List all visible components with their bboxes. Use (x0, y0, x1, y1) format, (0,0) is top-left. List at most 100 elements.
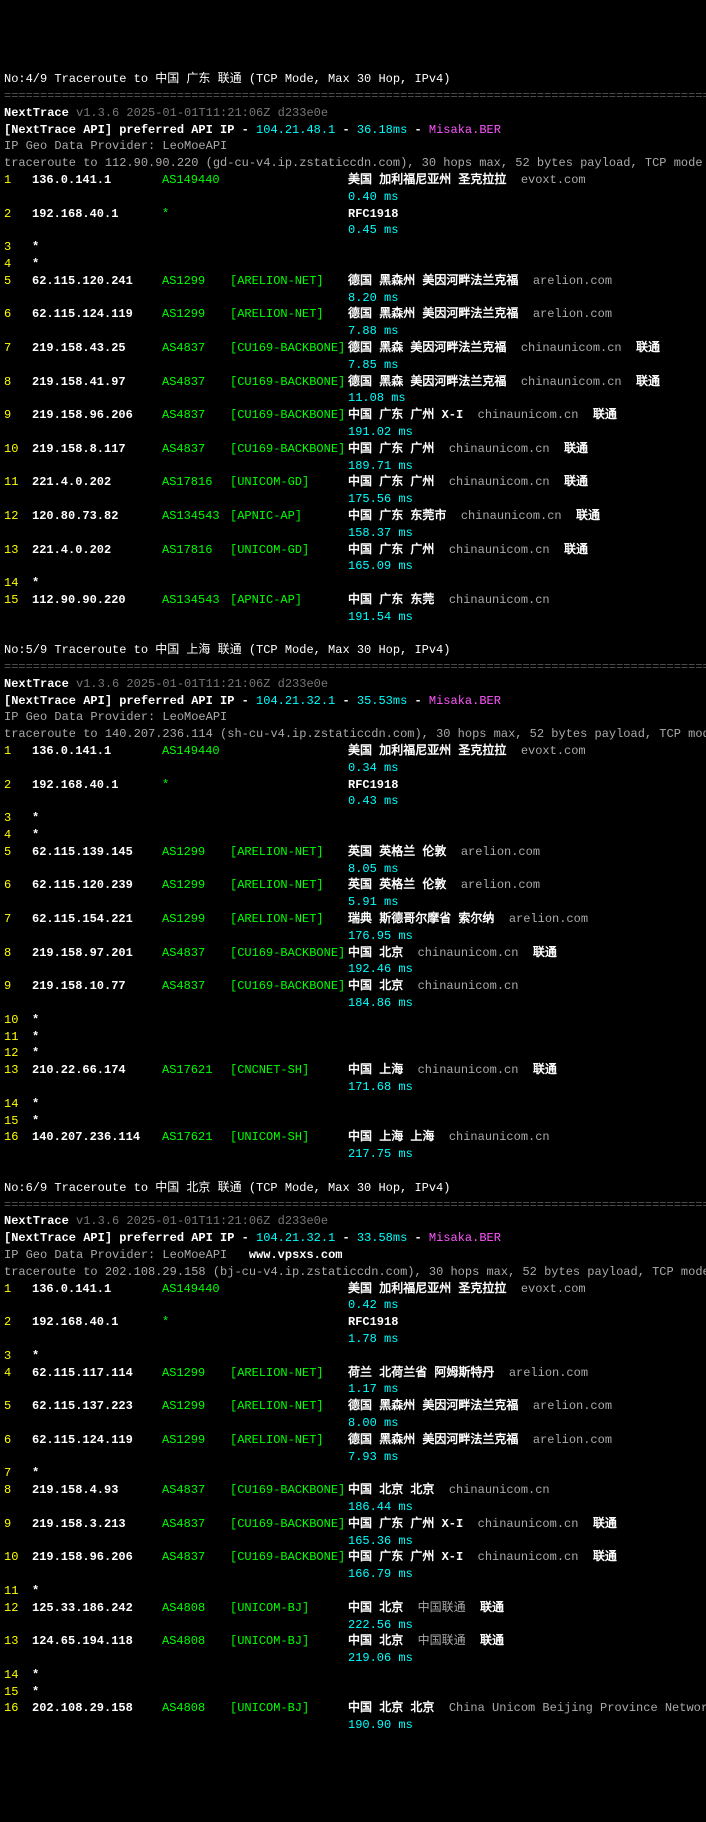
hop-asn: AS4837 (162, 978, 230, 995)
hop-asn: AS149440 (162, 743, 230, 760)
hop-latency: 5.91 ms (348, 894, 702, 911)
hop-timeout: * (32, 828, 39, 842)
hop-number: 11 (4, 1583, 32, 1600)
hop-location: RFC1918 (348, 207, 398, 221)
hop-ip: 221.4.0.202 (32, 542, 162, 559)
hop-asn: AS1299 (162, 911, 230, 928)
hop-number: 7 (4, 340, 32, 357)
hop-asn: * (162, 1314, 230, 1331)
hop-latency: 191.02 ms (348, 424, 702, 441)
api-label: [NextTrace API] preferred API IP - (4, 1231, 249, 1245)
hop-location: 中国 北京 (348, 1634, 403, 1648)
hop-latency: 8.20 ms (348, 290, 702, 307)
hop-domain: evoxt.com (521, 1282, 586, 1296)
hop-row: 662.115.124.119AS1299[ARELION-NET]德国 黑森州… (4, 306, 702, 323)
hop-number: 10 (4, 1549, 32, 1566)
divider: ========================================… (4, 1198, 706, 1212)
geo-provider: IP Geo Data Provider: LeoMoeAPI (4, 139, 227, 153)
hop-ip: 192.168.40.1 (32, 206, 162, 223)
hop-latency: 7.85 ms (348, 357, 702, 374)
hop-asn: AS4837 (162, 1482, 230, 1499)
hop-domain: 中国联通 (418, 1601, 466, 1615)
hop-number: 4 (4, 1365, 32, 1382)
hop-number: 2 (4, 206, 32, 223)
hop-number: 12 (4, 1600, 32, 1617)
api-latency: 35.53ms (357, 694, 407, 708)
hop-network: [ARELION-NET] (230, 306, 348, 323)
hop-ip: 219.158.96.206 (32, 1549, 162, 1566)
hop-location: 中国 上海 (348, 1063, 403, 1077)
hop-location: 德国 黑森州 美因河畔法兰克福 (348, 1433, 518, 1447)
hop-number: 14 (4, 1096, 32, 1113)
hop-location: 德国 黑森州 美因河畔法兰克福 (348, 307, 518, 321)
hop-timeout: * (32, 240, 39, 254)
hop-domain: chinaunicom.cn (418, 979, 519, 993)
hop-row: 11* (4, 1583, 702, 1600)
hop-asn: AS4837 (162, 340, 230, 357)
hop-latency: 0.43 ms (348, 793, 702, 810)
hop-timeout: * (32, 1668, 39, 1682)
hop-latency: 0.45 ms (348, 222, 702, 239)
nexttrace-label: NextTrace (4, 677, 69, 691)
hop-ip: 136.0.141.1 (32, 172, 162, 189)
hop-row: 12* (4, 1045, 702, 1062)
hop-network: [CU169-BACKBONE] (230, 441, 348, 458)
hop-domain: chinaunicom.cn (478, 1517, 579, 1531)
hop-number: 7 (4, 1465, 32, 1482)
hop-row: 16140.207.236.114AS17621[UNICOM-SH]中国 上海… (4, 1129, 702, 1146)
hop-timeout: * (32, 1046, 39, 1060)
traceroute-header: traceroute to 140.207.236.114 (sh-cu-v4.… (4, 727, 706, 741)
api-node: Misaka.BER (429, 694, 501, 708)
hop-isp: 联通 (593, 1550, 617, 1564)
hop-location: 中国 北京 北京 (348, 1701, 434, 1715)
trace-title: No:5/9 Traceroute to 中国 上海 联通 (TCP Mode,… (4, 643, 450, 657)
hop-row: 7* (4, 1465, 702, 1482)
hop-asn: AS149440 (162, 172, 230, 189)
hop-ip: 219.158.97.201 (32, 945, 162, 962)
hop-domain: chinaunicom.cn (478, 1550, 579, 1564)
hop-number: 13 (4, 542, 32, 559)
hop-timeout: * (32, 1349, 39, 1363)
hop-row: 15* (4, 1113, 702, 1130)
hop-latency: 171.68 ms (348, 1079, 702, 1096)
hop-latency: 217.75 ms (348, 1146, 702, 1163)
nexttrace-label: NextTrace (4, 1214, 69, 1228)
hop-row: 11* (4, 1029, 702, 1046)
hop-number: 3 (4, 1348, 32, 1365)
api-label: [NextTrace API] preferred API IP - (4, 694, 249, 708)
hop-network: [UNICOM-BJ] (230, 1633, 348, 1650)
hop-network: [APNIC-AP] (230, 592, 348, 609)
hop-number: 1 (4, 172, 32, 189)
hop-row: 16202.108.29.158AS4808[UNICOM-BJ]中国 北京 北… (4, 1700, 702, 1717)
hop-domain: chinaunicom.cn (461, 509, 562, 523)
hop-number: 15 (4, 1113, 32, 1130)
hop-latency: 1.17 ms (348, 1381, 702, 1398)
hop-asn: * (162, 777, 230, 794)
hop-asn: AS4808 (162, 1700, 230, 1717)
hop-isp: 联通 (636, 375, 660, 389)
hop-number: 5 (4, 273, 32, 290)
hop-asn: AS1299 (162, 1365, 230, 1382)
hop-domain: arelion.com (461, 845, 540, 859)
hop-network: [UNICOM-GD] (230, 542, 348, 559)
hop-latency: 166.79 ms (348, 1566, 702, 1583)
hop-number: 15 (4, 1684, 32, 1701)
hop-row: 14* (4, 1667, 702, 1684)
hop-number: 13 (4, 1633, 32, 1650)
hop-asn: AS17816 (162, 474, 230, 491)
hop-network: [UNICOM-SH] (230, 1129, 348, 1146)
hop-ip: 202.108.29.158 (32, 1700, 162, 1717)
hop-row: 562.115.139.145AS1299[ARELION-NET]英国 英格兰… (4, 844, 702, 861)
hop-isp: 联通 (564, 543, 588, 557)
hop-location: 德国 黑森 美因河畔法兰克福 (348, 341, 506, 355)
hop-ip: 136.0.141.1 (32, 743, 162, 760)
hop-number: 9 (4, 407, 32, 424)
hop-latency: 165.09 ms (348, 558, 702, 575)
hop-network: [ARELION-NET] (230, 273, 348, 290)
hop-number: 9 (4, 978, 32, 995)
hop-row: 3* (4, 239, 702, 256)
hop-location: 荷兰 北荷兰省 阿姆斯特丹 (348, 1366, 494, 1380)
hop-network: [CU169-BACKBONE] (230, 945, 348, 962)
hop-network: [ARELION-NET] (230, 1365, 348, 1382)
hop-network: [ARELION-NET] (230, 1432, 348, 1449)
